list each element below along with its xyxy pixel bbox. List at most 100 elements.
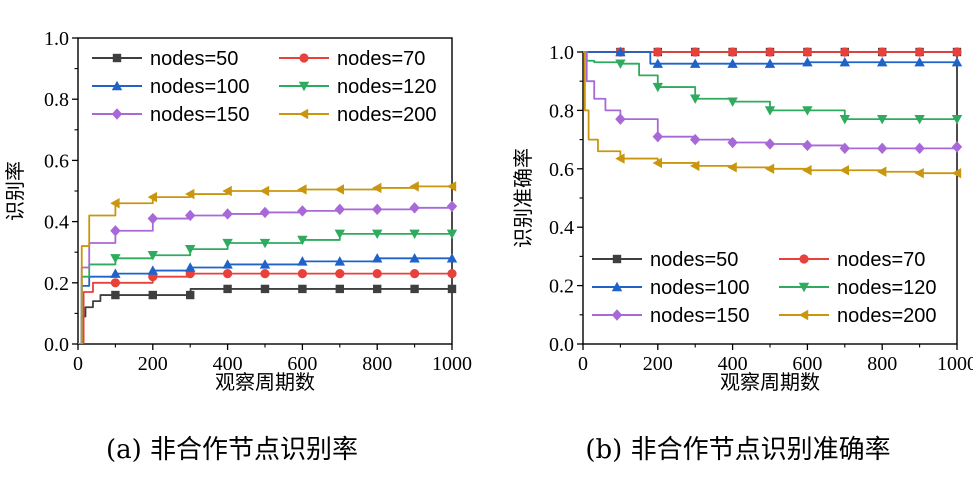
data-point-nodes-70 xyxy=(840,47,850,57)
y-axis-label: 识别率 xyxy=(3,161,27,221)
data-point-nodes-100 xyxy=(652,58,663,68)
data-point-nodes-120 xyxy=(409,229,420,240)
data-point-nodes-200 xyxy=(446,181,457,192)
x-tick-label: 400 xyxy=(718,353,748,375)
data-point-nodes-120 xyxy=(297,235,308,246)
legend-swatch-marker xyxy=(298,81,310,92)
data-point-nodes-100 xyxy=(185,262,196,272)
data-point-nodes-120 xyxy=(764,106,776,116)
legend-swatch-marker xyxy=(799,254,809,264)
data-point-nodes-200 xyxy=(185,188,195,200)
data-point-nodes-70 xyxy=(690,47,700,57)
legend-label: nodes=200 xyxy=(837,305,937,327)
data-point-nodes-150 xyxy=(110,225,121,237)
data-point-nodes-50 xyxy=(410,284,419,294)
data-point-nodes-200 xyxy=(372,182,382,194)
series-line-nodes-70 xyxy=(78,272,452,344)
legend-swatch-marker xyxy=(298,108,309,120)
legend-item-nodes-150: nodes=150 xyxy=(592,305,750,327)
plot-frame xyxy=(582,51,958,345)
data-point-nodes-200 xyxy=(652,157,662,169)
data-point-nodes-70 xyxy=(802,47,813,57)
data-point-nodes-150 xyxy=(446,200,458,212)
series-nodes-100 xyxy=(78,253,458,344)
data-point-nodes-70 xyxy=(260,269,270,279)
data-point-nodes-50 xyxy=(223,284,232,294)
x-tick-label: 800 xyxy=(362,353,392,375)
data-point-nodes-100 xyxy=(259,259,271,269)
y-tick-label: 0.0 xyxy=(549,334,574,356)
data-point-nodes-100 xyxy=(802,57,813,67)
data-point-nodes-150 xyxy=(652,130,663,143)
data-point-nodes-70 xyxy=(297,269,307,279)
data-point-nodes-120 xyxy=(222,238,233,249)
data-point-nodes-70 xyxy=(952,47,962,57)
data-point-nodes-70 xyxy=(765,47,775,57)
data-point-nodes-150 xyxy=(764,138,776,150)
legend-label: nodes=150 xyxy=(150,104,250,126)
data-point-nodes-120 xyxy=(914,114,925,125)
data-point-nodes-120 xyxy=(372,229,383,240)
legend-swatch-marker xyxy=(611,281,623,292)
data-point-nodes-50 xyxy=(447,284,457,294)
series-nodes-200 xyxy=(78,181,457,344)
data-point-nodes-100 xyxy=(147,265,158,275)
data-point-nodes-150 xyxy=(409,202,420,214)
x-tick-label: 200 xyxy=(643,353,673,375)
data-point-nodes-150 xyxy=(615,113,626,125)
y-tick-label: 0.4 xyxy=(44,212,69,234)
data-point-nodes-100 xyxy=(297,256,308,266)
data-point-nodes-150 xyxy=(297,205,308,217)
data-point-nodes-70 xyxy=(410,269,420,279)
data-point-nodes-150 xyxy=(259,206,271,219)
data-point-nodes-150 xyxy=(802,139,813,152)
data-point-nodes-150 xyxy=(147,212,158,225)
y-axis-label: 识别准确率 xyxy=(511,148,535,248)
legend-label: nodes=100 xyxy=(150,76,250,98)
data-point-nodes-70 xyxy=(223,269,233,279)
data-point-nodes-120 xyxy=(839,114,850,125)
legend-swatch-marker xyxy=(111,80,123,91)
y-tick-label: 0.0 xyxy=(44,334,69,356)
data-point-nodes-50 xyxy=(373,284,382,294)
data-point-nodes-100 xyxy=(334,256,345,266)
data-point-nodes-200 xyxy=(147,191,157,203)
series-nodes-50 xyxy=(78,284,457,344)
data-point-nodes-50 xyxy=(335,284,344,294)
legend-label: nodes=120 xyxy=(837,277,937,299)
data-point-nodes-70 xyxy=(728,47,738,57)
x-tick-label: 800 xyxy=(867,353,897,375)
x-tick-label: 0 xyxy=(73,353,83,375)
data-point-nodes-120 xyxy=(110,254,121,264)
y-tick-label: 0.8 xyxy=(44,89,69,111)
legend-label: nodes=50 xyxy=(150,48,238,70)
y-tick-label: 0.4 xyxy=(549,217,574,239)
data-point-nodes-150 xyxy=(727,136,738,149)
data-point-nodes-200 xyxy=(839,165,849,176)
data-point-nodes-150 xyxy=(334,203,345,216)
series-line-nodes-120 xyxy=(583,51,957,121)
legend-label: nodes=200 xyxy=(337,104,437,126)
data-point-nodes-150 xyxy=(690,133,701,146)
series-nodes-200 xyxy=(583,51,962,179)
data-point-nodes-120 xyxy=(652,82,663,93)
legend-item-nodes-200: nodes=200 xyxy=(279,104,437,126)
data-point-nodes-120 xyxy=(802,106,813,116)
data-point-nodes-100 xyxy=(951,57,963,67)
series-nodes-150 xyxy=(583,51,963,155)
y-tick-label: 0.2 xyxy=(44,273,69,295)
data-point-nodes-100 xyxy=(839,57,850,67)
x-axis-label: 观察周期数 xyxy=(720,370,820,394)
legend-item-nodes-70: nodes=70 xyxy=(779,249,925,271)
x-tick-label: 200 xyxy=(138,353,168,375)
x-tick-label: 1000 xyxy=(432,353,472,375)
y-tick-label: 0.6 xyxy=(44,150,69,172)
legend-item-nodes-100: nodes=100 xyxy=(592,277,750,299)
data-point-nodes-200 xyxy=(409,181,419,192)
data-point-nodes-70 xyxy=(653,47,663,57)
data-point-nodes-100 xyxy=(446,253,458,263)
data-point-nodes-70 xyxy=(372,269,382,279)
legend-swatch-marker xyxy=(612,254,622,264)
data-point-nodes-200 xyxy=(951,167,962,179)
